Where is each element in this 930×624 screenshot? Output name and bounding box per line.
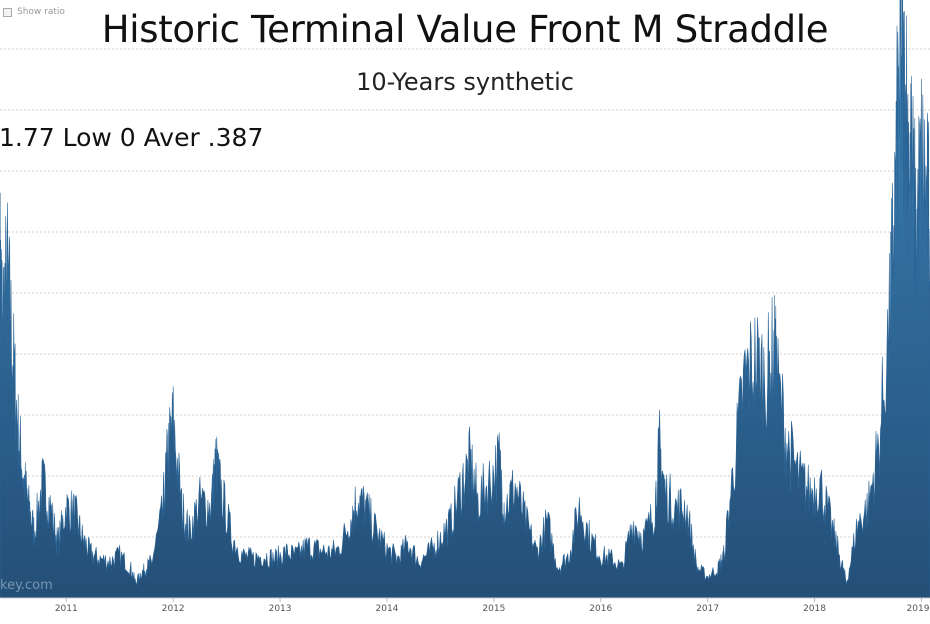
area-series <box>0 0 930 599</box>
chart-subtitle: 10-Years synthetic <box>356 68 574 96</box>
show-ratio-label: Show ratio <box>17 7 65 17</box>
x-tick-label: 2019 <box>907 604 930 614</box>
x-axis: 2011 2012 2013 2014 2015 2016 2017 2018 2019 <box>55 598 930 614</box>
x-tick-label: 2018 <box>803 604 826 614</box>
checkbox-icon[interactable] <box>3 7 12 17</box>
x-tick-label: 2017 <box>696 604 719 614</box>
x-tick-label: 2013 <box>269 604 292 614</box>
x-tick-label: 2015 <box>482 604 505 614</box>
chart-title: Historic Terminal Value Front M Straddle <box>101 8 829 51</box>
x-tick-label: 2011 <box>55 604 78 614</box>
watermark-text: key.com <box>0 578 53 593</box>
x-tick-label: 2016 <box>589 604 612 614</box>
stats-annotation: 1.77 Low 0 Aver .387 <box>0 123 264 152</box>
x-tick-label: 2012 <box>162 604 185 614</box>
show-ratio-toggle[interactable]: Show ratio <box>3 7 65 17</box>
x-tick-label: 2014 <box>376 604 399 614</box>
